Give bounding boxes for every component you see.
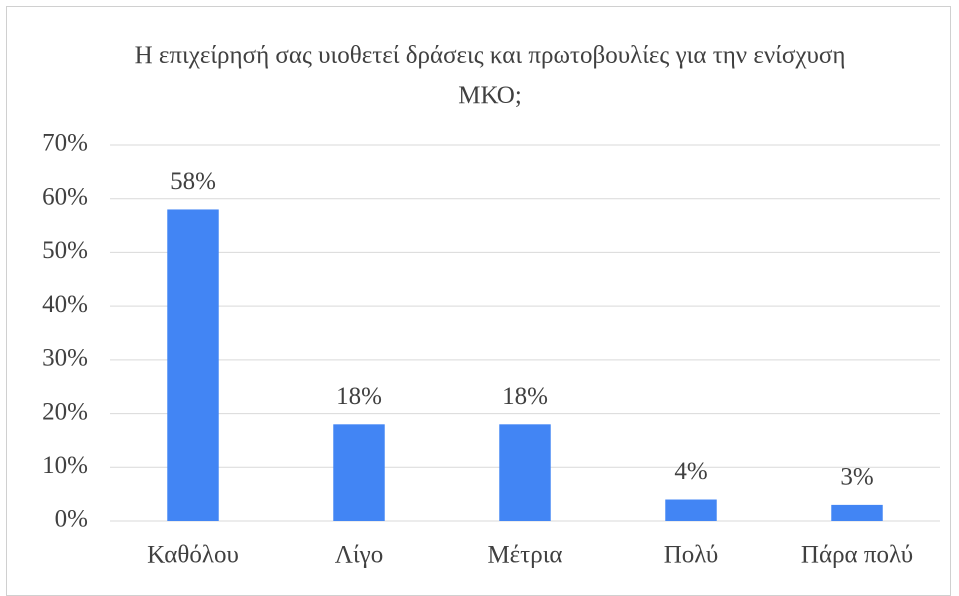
bar	[333, 424, 385, 521]
y-tick-label: 20%	[42, 398, 88, 425]
data-label: 18%	[336, 383, 382, 410]
bar	[499, 424, 551, 521]
y-tick-label: 0%	[55, 506, 88, 533]
bar	[167, 209, 219, 521]
data-label: 3%	[840, 464, 873, 491]
bar	[665, 499, 717, 521]
data-label: 18%	[502, 383, 548, 410]
y-tick-label: 60%	[42, 183, 88, 210]
chart-title: Η επιχείρησή σας υιοθετεί δράσεις και πρ…	[134, 42, 846, 109]
y-tick-label: 30%	[42, 345, 88, 372]
data-label: 58%	[170, 168, 216, 195]
y-tick-label: 70%	[42, 130, 88, 157]
x-tick-label: Πολύ	[664, 542, 719, 569]
data-label: 4%	[674, 458, 707, 485]
y-tick-label: 10%	[42, 452, 88, 479]
x-tick-label: Μέτρια	[487, 542, 562, 569]
x-tick-label: Καθόλου	[147, 542, 239, 569]
bar	[831, 504, 883, 521]
y-tick-label: 50%	[42, 237, 88, 264]
x-tick-label: Πάρα πολύ	[801, 542, 913, 569]
x-tick-label: Λίγο	[335, 542, 383, 569]
y-tick-label: 40%	[42, 291, 88, 318]
